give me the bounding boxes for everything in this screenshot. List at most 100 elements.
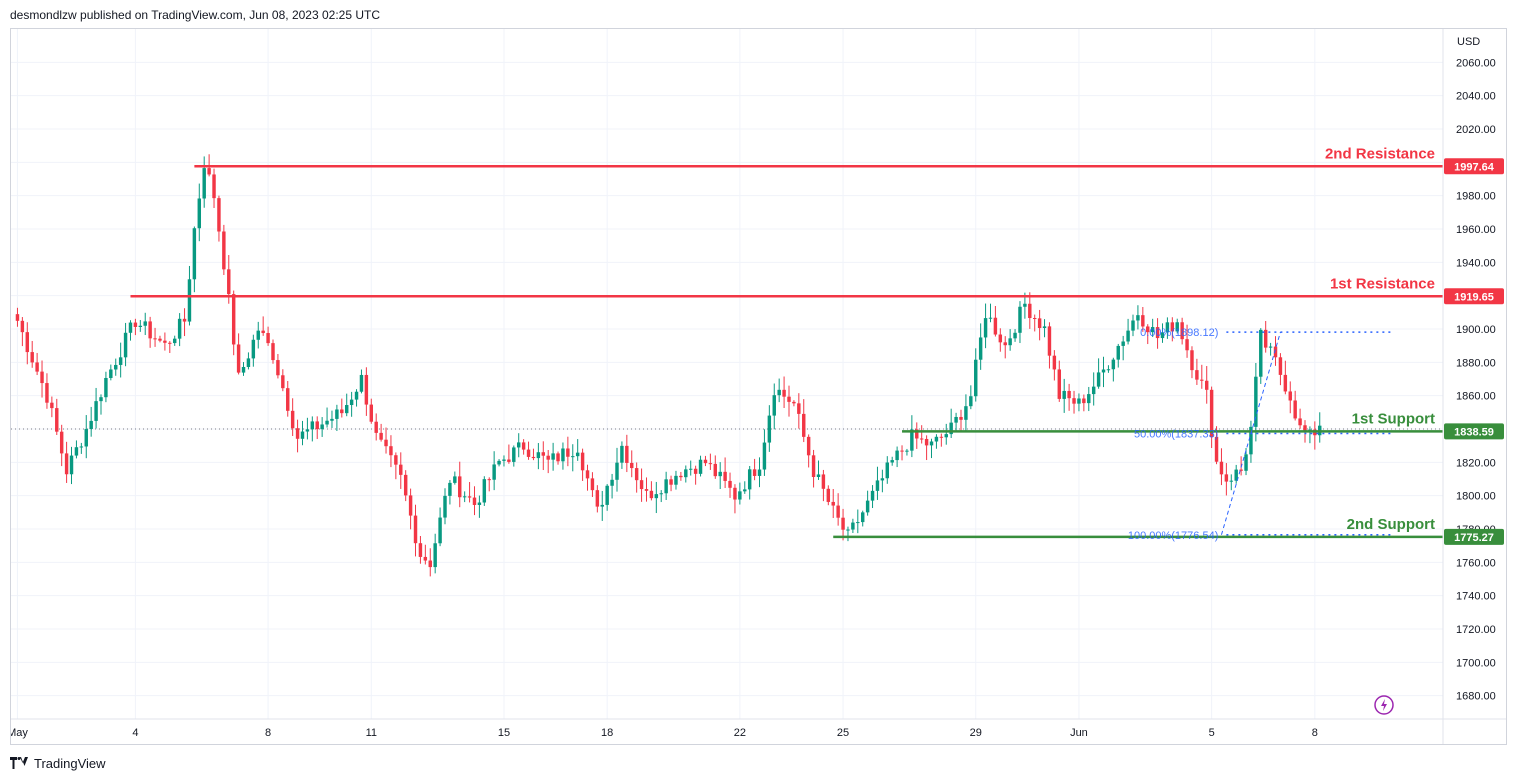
candle[interactable] (315, 416, 319, 440)
candle[interactable] (684, 465, 688, 483)
candle[interactable] (50, 396, 54, 418)
candle[interactable] (625, 434, 629, 473)
candle[interactable] (905, 448, 909, 456)
candle[interactable] (1175, 318, 1179, 334)
candle[interactable] (433, 533, 437, 574)
candle[interactable] (55, 398, 59, 435)
candle[interactable] (177, 313, 182, 347)
candle[interactable] (934, 434, 939, 449)
candle[interactable] (698, 455, 703, 477)
candle[interactable] (536, 443, 541, 470)
candle[interactable] (1268, 342, 1273, 356)
candle[interactable] (630, 450, 634, 478)
candle[interactable] (1018, 301, 1022, 344)
candle[interactable] (453, 471, 457, 485)
candle[interactable] (752, 458, 757, 481)
candle[interactable] (30, 340, 34, 368)
candle[interactable] (767, 405, 772, 452)
candle[interactable] (1087, 386, 1091, 412)
candle[interactable] (743, 481, 747, 494)
candle[interactable] (669, 475, 673, 492)
candle[interactable] (128, 320, 133, 341)
candle[interactable] (1057, 360, 1062, 402)
candle[interactable] (148, 316, 152, 348)
candle[interactable] (1254, 362, 1258, 442)
candle[interactable] (1180, 317, 1184, 345)
candle[interactable] (969, 385, 973, 410)
candle[interactable] (1293, 390, 1297, 421)
candle[interactable] (944, 423, 948, 445)
candle[interactable] (610, 473, 614, 499)
candle[interactable] (600, 490, 604, 521)
candle[interactable] (502, 455, 506, 467)
candle[interactable] (1013, 329, 1017, 342)
candle[interactable] (890, 456, 894, 466)
lightning-icon[interactable] (1374, 695, 1394, 715)
candle[interactable] (1229, 474, 1234, 491)
candle[interactable] (634, 462, 639, 493)
candle[interactable] (605, 484, 609, 511)
candle[interactable] (118, 342, 123, 378)
candle[interactable] (1042, 319, 1047, 338)
candle[interactable] (654, 481, 659, 514)
candle[interactable] (851, 518, 855, 533)
candle[interactable] (551, 442, 555, 471)
candle[interactable] (915, 422, 919, 449)
candle[interactable] (585, 464, 590, 491)
candle[interactable] (354, 389, 359, 407)
candle[interactable] (580, 448, 585, 481)
candle[interactable] (212, 168, 216, 209)
candle[interactable] (399, 452, 403, 489)
candle[interactable] (1165, 317, 1170, 339)
candle[interactable] (649, 481, 654, 501)
candle[interactable] (679, 471, 683, 481)
candle[interactable] (836, 493, 840, 526)
candle[interactable] (659, 490, 663, 503)
candle[interactable] (1082, 394, 1086, 412)
candle[interactable] (236, 333, 241, 375)
candle[interactable] (590, 472, 595, 497)
candle[interactable] (467, 482, 472, 503)
candle[interactable] (620, 441, 624, 469)
candle[interactable] (472, 486, 477, 516)
candle[interactable] (1141, 306, 1145, 332)
candle[interactable] (99, 394, 103, 415)
candle[interactable] (1185, 324, 1189, 358)
candle[interactable] (168, 341, 172, 353)
candle[interactable] (492, 451, 496, 491)
candle[interactable] (1288, 381, 1292, 414)
alert-control[interactable] (1374, 695, 1394, 715)
candle[interactable] (1072, 390, 1076, 414)
candle[interactable] (639, 468, 644, 502)
candle[interactable] (290, 398, 295, 437)
candle[interactable] (846, 526, 850, 542)
candle[interactable] (1121, 335, 1125, 361)
candle[interactable] (104, 371, 108, 403)
candle[interactable] (1249, 420, 1253, 463)
candle[interactable] (1047, 322, 1052, 369)
candle[interactable] (477, 495, 482, 518)
candle[interactable] (172, 335, 177, 346)
candle[interactable] (231, 290, 236, 356)
candle[interactable] (757, 457, 762, 488)
candle[interactable] (546, 449, 550, 474)
candle[interactable] (25, 322, 30, 365)
candle[interactable] (462, 491, 467, 503)
candle[interactable] (1244, 447, 1248, 476)
candle[interactable] (1259, 328, 1263, 384)
candle[interactable] (271, 339, 275, 364)
candle[interactable] (69, 446, 74, 485)
candle[interactable] (841, 508, 845, 541)
candle[interactable] (595, 485, 600, 513)
candle[interactable] (384, 427, 388, 454)
candle[interactable] (197, 183, 202, 242)
candle[interactable] (443, 488, 447, 525)
candle[interactable] (45, 373, 49, 409)
candle[interactable] (261, 316, 265, 336)
candle[interactable] (1283, 360, 1288, 395)
candle[interactable] (870, 485, 875, 509)
candle[interactable] (349, 391, 354, 417)
candle[interactable] (202, 156, 206, 208)
candle[interactable] (74, 440, 79, 459)
candle[interactable] (541, 441, 546, 471)
